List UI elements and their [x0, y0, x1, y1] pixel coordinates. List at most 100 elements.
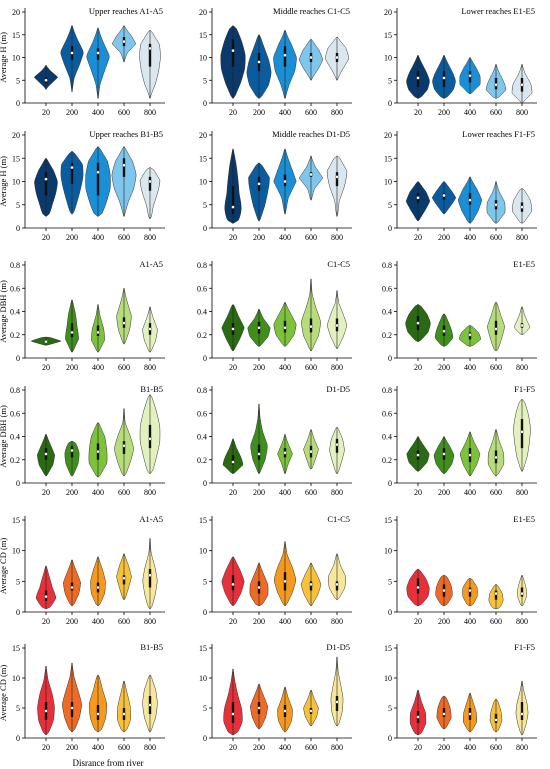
x-tick-label: 200	[438, 488, 450, 497]
y-tick-label: 20	[12, 131, 20, 140]
x-tick-label: 600	[305, 363, 317, 372]
x-tick-label: 400	[279, 233, 291, 242]
violin-median-point	[257, 182, 261, 186]
violin-iqr-box	[231, 455, 235, 465]
x-tick-label: 200	[438, 363, 450, 372]
violin-median-point	[231, 327, 235, 331]
y-tick-label: 5	[16, 76, 20, 85]
violin-median-point	[494, 83, 498, 87]
violin-median-point	[416, 585, 420, 590]
y-axis-label: Average H (m)	[0, 32, 8, 83]
violin-iqr-box	[148, 424, 152, 449]
violin-median-point	[96, 585, 100, 590]
y-tick-label: 10	[12, 674, 20, 683]
x-tick-label: 400	[279, 743, 291, 752]
x-tick-label: 20	[414, 363, 422, 372]
x-tick-label: 20	[229, 363, 237, 372]
y-tick-label: 10	[12, 54, 20, 63]
violin-median-point	[309, 582, 313, 587]
violin-median-point	[283, 53, 287, 57]
x-tick-label: 400	[92, 488, 104, 497]
violin-median-point	[520, 83, 524, 87]
violin-median-point	[231, 712, 235, 716]
violin-median-point	[442, 193, 446, 198]
y-tick-label: 0.6	[197, 284, 207, 293]
x-tick-label: 600	[490, 108, 502, 117]
y-tick-label: 0	[388, 224, 392, 233]
y-tick-label: 0.2	[10, 456, 20, 465]
violin-median-point	[442, 712, 446, 716]
violin-iqr-box	[231, 39, 235, 67]
x-tick-label: 20	[42, 233, 50, 242]
violin-median-point	[416, 715, 420, 719]
violin-median-point	[44, 709, 48, 713]
violin-median-point	[520, 205, 524, 209]
violin-median-point	[122, 444, 126, 448]
violin-median-point	[70, 330, 74, 335]
panel-3: 0 5 10 15 20 Lower reaches E1-E5 20 200 400 600 80…	[384, 6, 537, 117]
x-tick-label: 200	[253, 617, 265, 626]
x-tick-label: 600	[490, 743, 502, 752]
y-tick-label: 0	[203, 354, 207, 363]
x-tick-label: 400	[92, 108, 104, 117]
y-tick-label: 5	[388, 201, 392, 210]
y-tick-label: 0.4	[197, 433, 207, 442]
panel-title: B1-B5	[140, 384, 163, 394]
y-tick-label: 0	[388, 479, 392, 488]
x-tick-label: 600	[118, 233, 130, 242]
violin-iqr-box	[520, 702, 524, 720]
violin-median-point	[122, 712, 126, 716]
violin-median-point	[70, 51, 74, 55]
y-tick-label: 0.4	[10, 433, 20, 442]
violin-median-point	[96, 449, 100, 454]
y-tick-label: 5	[203, 201, 207, 210]
x-tick-label: 400	[92, 743, 104, 752]
violin-iqr-box	[335, 172, 339, 187]
y-tick-label: 15	[384, 644, 392, 653]
violin-iqr-box	[148, 176, 152, 191]
x-tick-label: 600	[490, 233, 502, 242]
panel-17: 0 5 10 15 D1-D5 20 200 400 600 800	[199, 642, 352, 752]
panel-8: 0 0.2 0.4 0.6 0.8 C1-C5 20 200 400 600 800	[197, 259, 352, 372]
x-tick-label: 20	[229, 233, 237, 242]
y-tick-label: 10	[199, 54, 207, 63]
panel-title: Middle reaches D1-D5	[272, 129, 350, 139]
violin-median-point	[494, 455, 498, 460]
panel-title: C1-C5	[327, 259, 350, 269]
x-tick-label: 20	[229, 617, 237, 626]
panel-title: F1-F5	[514, 384, 535, 394]
violin-median-point	[231, 205, 235, 209]
y-tick-label: 10	[384, 178, 392, 187]
violin-median-point	[283, 451, 287, 455]
violin-median-point	[494, 327, 498, 331]
violin-iqr-box	[148, 43, 152, 67]
y-tick-label: 0	[203, 608, 207, 617]
violin-iqr-box	[122, 158, 126, 177]
x-tick-label: 800	[144, 363, 156, 372]
violin-median-point	[468, 333, 472, 337]
violin-median-point	[70, 165, 74, 170]
x-tick-label: 400	[279, 488, 291, 497]
y-tick-label: 20	[199, 131, 207, 140]
violin-median-point	[520, 591, 524, 596]
violin-iqr-box	[96, 162, 100, 196]
panel-6: 0 5 10 15 20 Lower reaches F1-F5 20 200 400 600 80…	[384, 129, 537, 242]
panel-title: B1-B5	[140, 642, 163, 652]
y-tick-label: 5	[16, 577, 20, 586]
y-tick-label: 20	[384, 8, 392, 17]
y-tick-label: 10	[199, 547, 207, 556]
y-tick-label: 5	[203, 76, 207, 85]
violin-median-point	[257, 326, 261, 330]
y-tick-label: 10	[199, 674, 207, 683]
x-tick-label: 400	[464, 488, 476, 497]
x-tick-label: 800	[331, 233, 343, 242]
x-tick-label: 400	[464, 743, 476, 752]
violin-median-point	[44, 595, 48, 599]
y-tick-label: 10	[384, 547, 392, 556]
x-axis-label: Disrance from river	[73, 758, 144, 768]
violin-iqr-box	[96, 325, 100, 336]
y-tick-label: 0	[16, 734, 20, 743]
x-tick-label: 600	[118, 743, 130, 752]
x-tick-label: 400	[464, 363, 476, 372]
x-tick-label: 20	[414, 233, 422, 242]
